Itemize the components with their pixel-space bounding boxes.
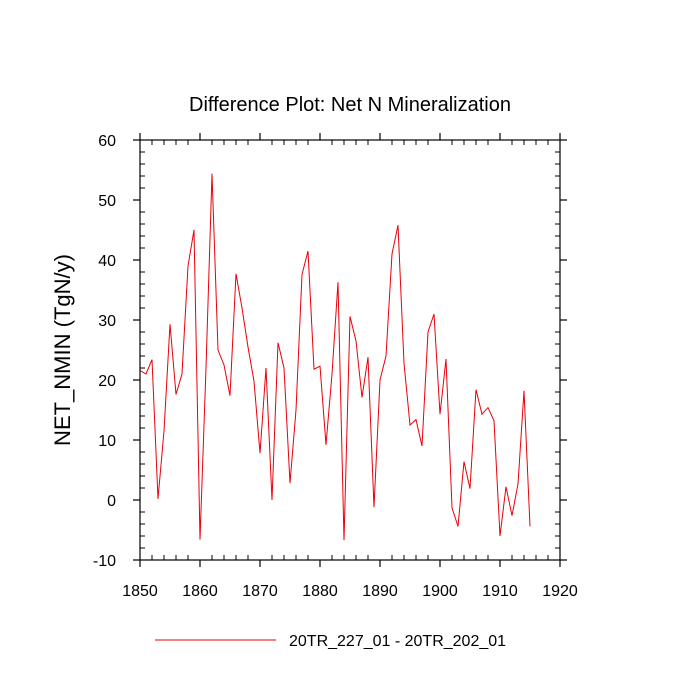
series-line-0 [139, 173, 531, 541]
legend-label: 20TR_227_01 - 20TR_202_01 [289, 633, 506, 650]
x-tick-label: 1860 [182, 583, 218, 600]
x-tick-label: 1900 [422, 583, 458, 600]
legend: 20TR_227_01 - 20TR_202_01 [155, 633, 506, 650]
y-tick-label: 50 [98, 193, 116, 210]
y-tick-label: 60 [98, 133, 116, 150]
x-tick-label: 1880 [302, 583, 338, 600]
plot-frame [139, 139, 561, 561]
chart-title: Difference Plot: Net N Mineralization [189, 94, 511, 116]
y-tick-label: -10 [93, 553, 116, 570]
x-tick-label: 1910 [482, 583, 518, 600]
y-axis-label: NET_NMIN (TgN/y) [50, 254, 75, 446]
y-tick-labels: -10 0 10 20 30 40 50 60 [93, 133, 116, 570]
x-tick-label: 1890 [362, 583, 398, 600]
minor-ticks [140, 140, 560, 560]
x-tick-label: 1850 [122, 583, 158, 600]
x-tick-label: 1870 [242, 583, 278, 600]
major-ticks [133, 133, 567, 567]
y-tick-label: 40 [98, 253, 116, 270]
series-layer [139, 173, 531, 541]
x-tick-labels: 1850 1860 1870 1880 1890 1900 1910 1920 [122, 583, 578, 600]
y-tick-label: 30 [98, 313, 116, 330]
y-tick-label: 0 [107, 493, 116, 510]
x-tick-label: 1920 [542, 583, 578, 600]
y-tick-label: 10 [98, 433, 116, 450]
y-tick-label: 20 [98, 373, 116, 390]
